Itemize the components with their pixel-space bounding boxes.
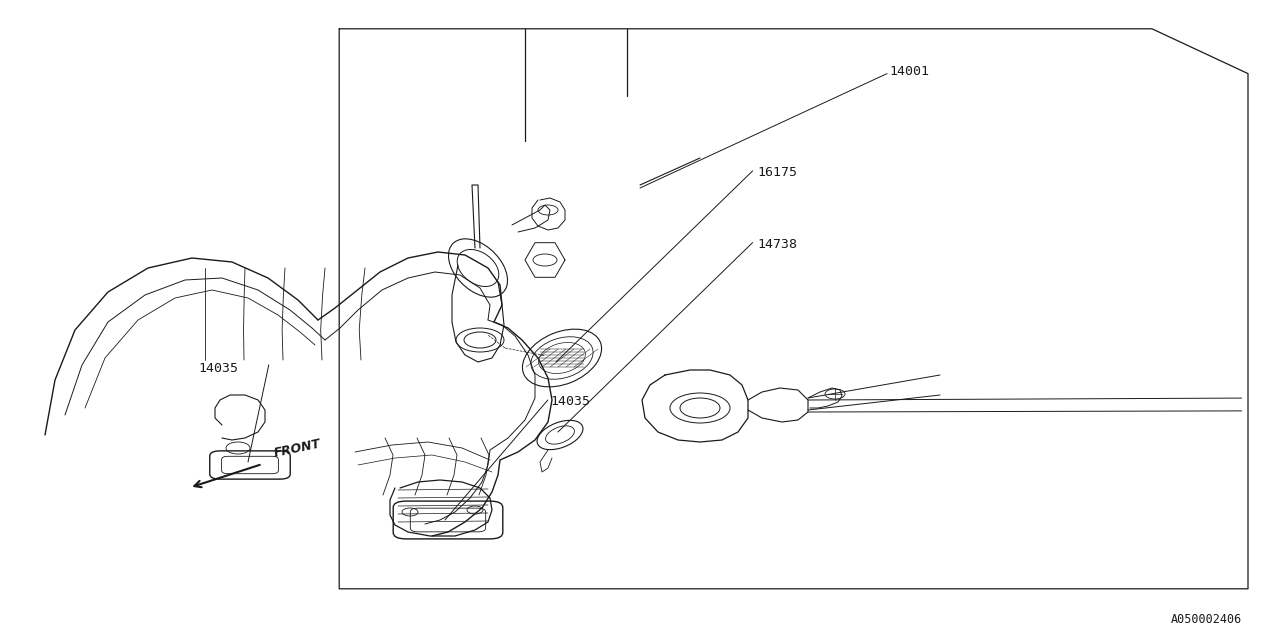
Text: A050002406: A050002406 — [1170, 613, 1242, 626]
Text: 14035: 14035 — [550, 396, 590, 408]
Text: 14738: 14738 — [758, 238, 797, 251]
Text: 16175: 16175 — [758, 166, 797, 179]
Text: FRONT: FRONT — [273, 437, 323, 460]
Text: 14035: 14035 — [198, 362, 238, 374]
Text: 14001: 14001 — [890, 65, 929, 78]
